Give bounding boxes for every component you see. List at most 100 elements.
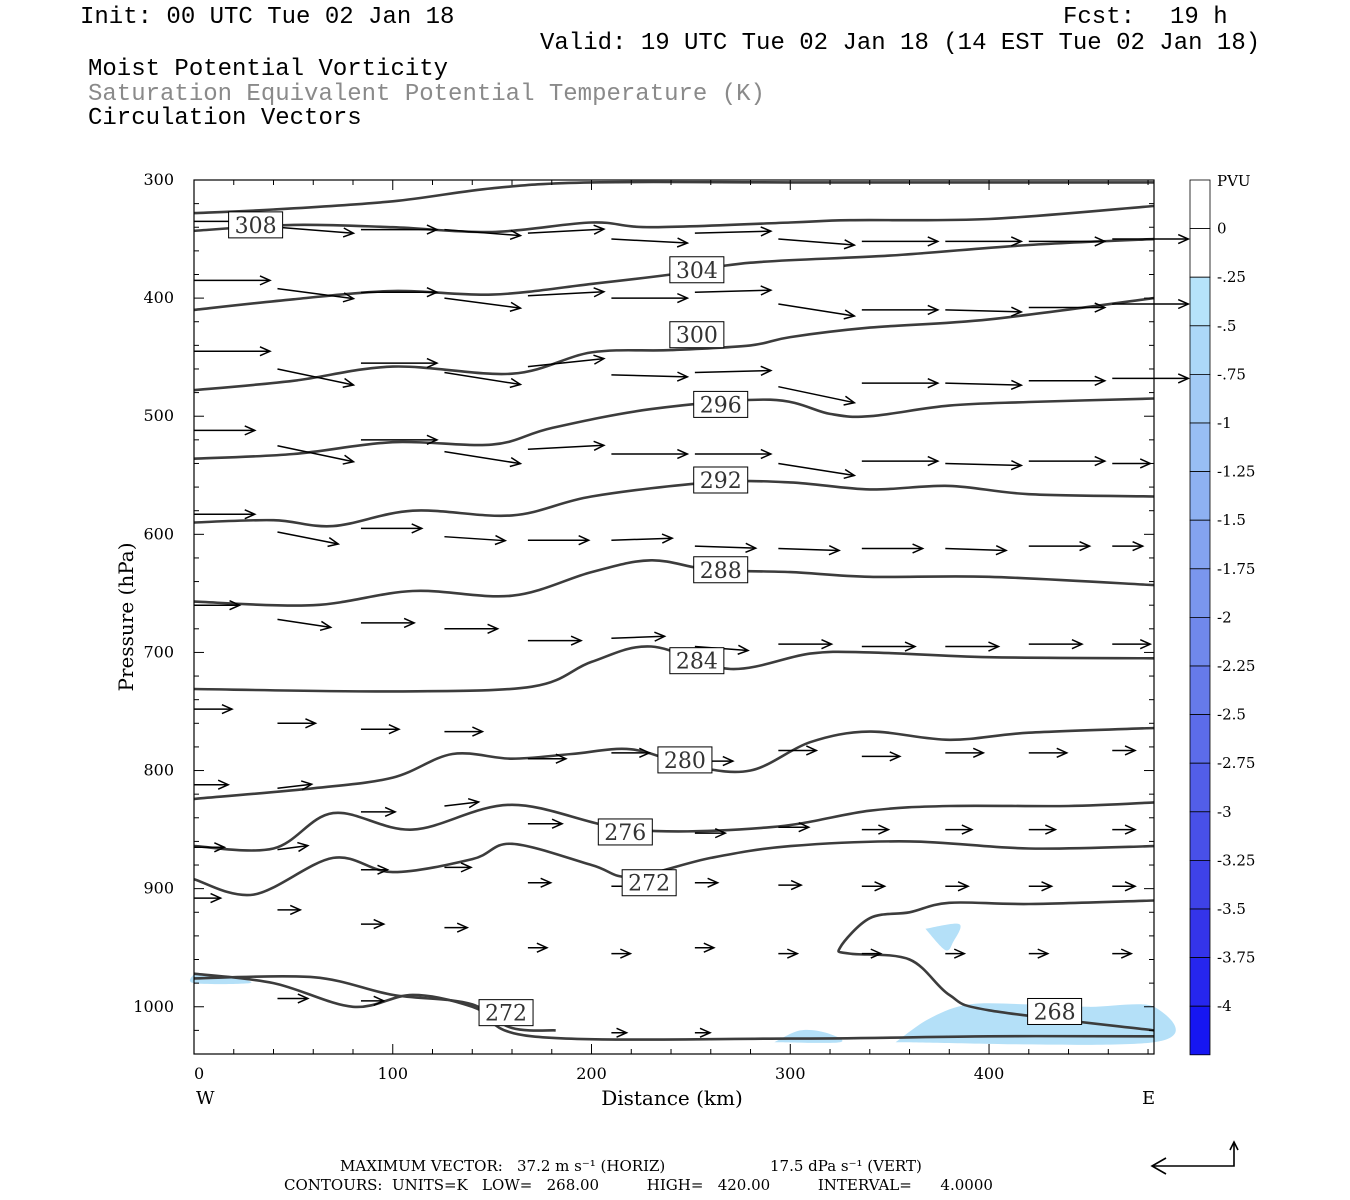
vector-88 (527, 818, 564, 829)
contour-label-272-9: 272 (621, 869, 677, 897)
vector-94 (1028, 824, 1058, 835)
vector-shaft (444, 535, 506, 542)
vector-head (953, 948, 967, 959)
max-vector-vertical: 17.5 dPa s⁻¹ (VERT) (770, 1157, 922, 1175)
vector-head (540, 877, 553, 888)
vector-head (1037, 948, 1050, 959)
vector-44 (861, 455, 940, 467)
colorbar-swatch-11 (1189, 714, 1211, 764)
vector-head (377, 864, 390, 875)
vector-81 (945, 747, 986, 758)
vector-head (1045, 824, 1058, 835)
vector-head (821, 638, 834, 650)
vector-head (297, 993, 310, 1004)
vector-67 (778, 638, 834, 650)
colorbar-swatch-3 (1189, 325, 1211, 375)
vector-19 (778, 303, 857, 320)
y-tick-label: 700 (143, 642, 174, 661)
vector-122 (611, 1027, 629, 1038)
contour-label-box (693, 556, 749, 584)
vector-104 (861, 881, 887, 892)
vector-shaft (277, 368, 354, 386)
vector-38 (360, 434, 439, 446)
vector-head (1177, 298, 1191, 310)
vector-shaft (611, 238, 688, 244)
contour-label-box (228, 211, 284, 239)
vector-head (593, 287, 606, 298)
vector-shaft (611, 374, 688, 378)
vector-84 (194, 779, 231, 790)
colorbar-label: -2 (1217, 608, 1232, 626)
vector-head (1010, 460, 1024, 471)
vector-shaft (611, 537, 673, 541)
vector-18 (694, 285, 773, 296)
x-tick-label: 300 (775, 1064, 806, 1083)
vector-63 (444, 623, 500, 634)
colorbar-swatch-4 (1189, 373, 1211, 424)
colorbar-label: -.75 (1217, 365, 1246, 383)
vector-4 (527, 224, 606, 235)
vector-shaft (277, 445, 354, 463)
contour-label-box (1027, 997, 1083, 1025)
vector-head (703, 942, 716, 953)
vector-head (467, 797, 481, 809)
vector-shaft (444, 297, 521, 309)
vector-22 (1028, 302, 1107, 313)
colorbar-label: -1.5 (1217, 511, 1246, 529)
colorbar-label: -3 (1217, 803, 1232, 821)
vector-head (1071, 638, 1084, 650)
vector-71 (1112, 638, 1153, 650)
vector-head (927, 304, 940, 316)
vector-shaft (444, 801, 479, 807)
vector-head (426, 357, 439, 369)
vector-13 (277, 287, 356, 303)
vector-107 (1112, 881, 1137, 892)
vector-73 (277, 718, 318, 729)
vector-28 (527, 354, 606, 368)
colorbar-label: -1.25 (1217, 463, 1255, 481)
colorbar-swatch-5 (1189, 422, 1211, 472)
contour-label-284-6: 284 (669, 647, 725, 675)
vector-96 (194, 842, 227, 853)
contour-label-box (597, 818, 653, 846)
vector-head (927, 236, 940, 247)
colorbar-swatch-9 (1189, 617, 1211, 667)
reference-vector-head-horizontal (1150, 1157, 1167, 1175)
vector-80 (861, 751, 902, 762)
vector-head (456, 922, 470, 933)
contour-label-box (657, 746, 713, 774)
vector-103 (778, 879, 803, 891)
vector-50 (360, 523, 424, 534)
vector-head (1010, 236, 1024, 247)
colorbar-swatch-13 (1189, 811, 1211, 861)
vector-29 (611, 371, 690, 382)
vector-head (384, 806, 397, 818)
vector-head (487, 623, 500, 634)
vector-93 (945, 824, 974, 835)
contour-label-box (621, 869, 677, 897)
vector-shaft (694, 230, 771, 234)
vector-106 (1028, 881, 1054, 892)
vector-head (555, 753, 568, 764)
vector-98 (360, 864, 390, 875)
colorbar-swatch-12 (1189, 762, 1211, 813)
vector-head (289, 904, 303, 916)
vector-97 (277, 841, 310, 853)
vector-head (327, 537, 341, 548)
vector-head (221, 703, 234, 715)
vector-shaft (694, 545, 756, 549)
vector-head (210, 892, 223, 904)
vector-35 (1112, 373, 1191, 384)
valid-time: Valid: 19 UTC Tue 02 Jan 18 (14 EST Tue … (540, 30, 1261, 57)
vector-head (342, 292, 356, 303)
contour-300-3 (193, 296, 1155, 392)
vector-head (828, 545, 841, 556)
vector-118 (1028, 948, 1050, 959)
vector-54 (694, 542, 758, 553)
contour-label-text: 268 (1034, 1000, 1076, 1025)
vector-head (870, 948, 883, 959)
vector-head (1124, 881, 1137, 892)
vector-16 (527, 287, 606, 298)
vector-head (616, 1027, 629, 1038)
vector-61 (277, 618, 333, 632)
